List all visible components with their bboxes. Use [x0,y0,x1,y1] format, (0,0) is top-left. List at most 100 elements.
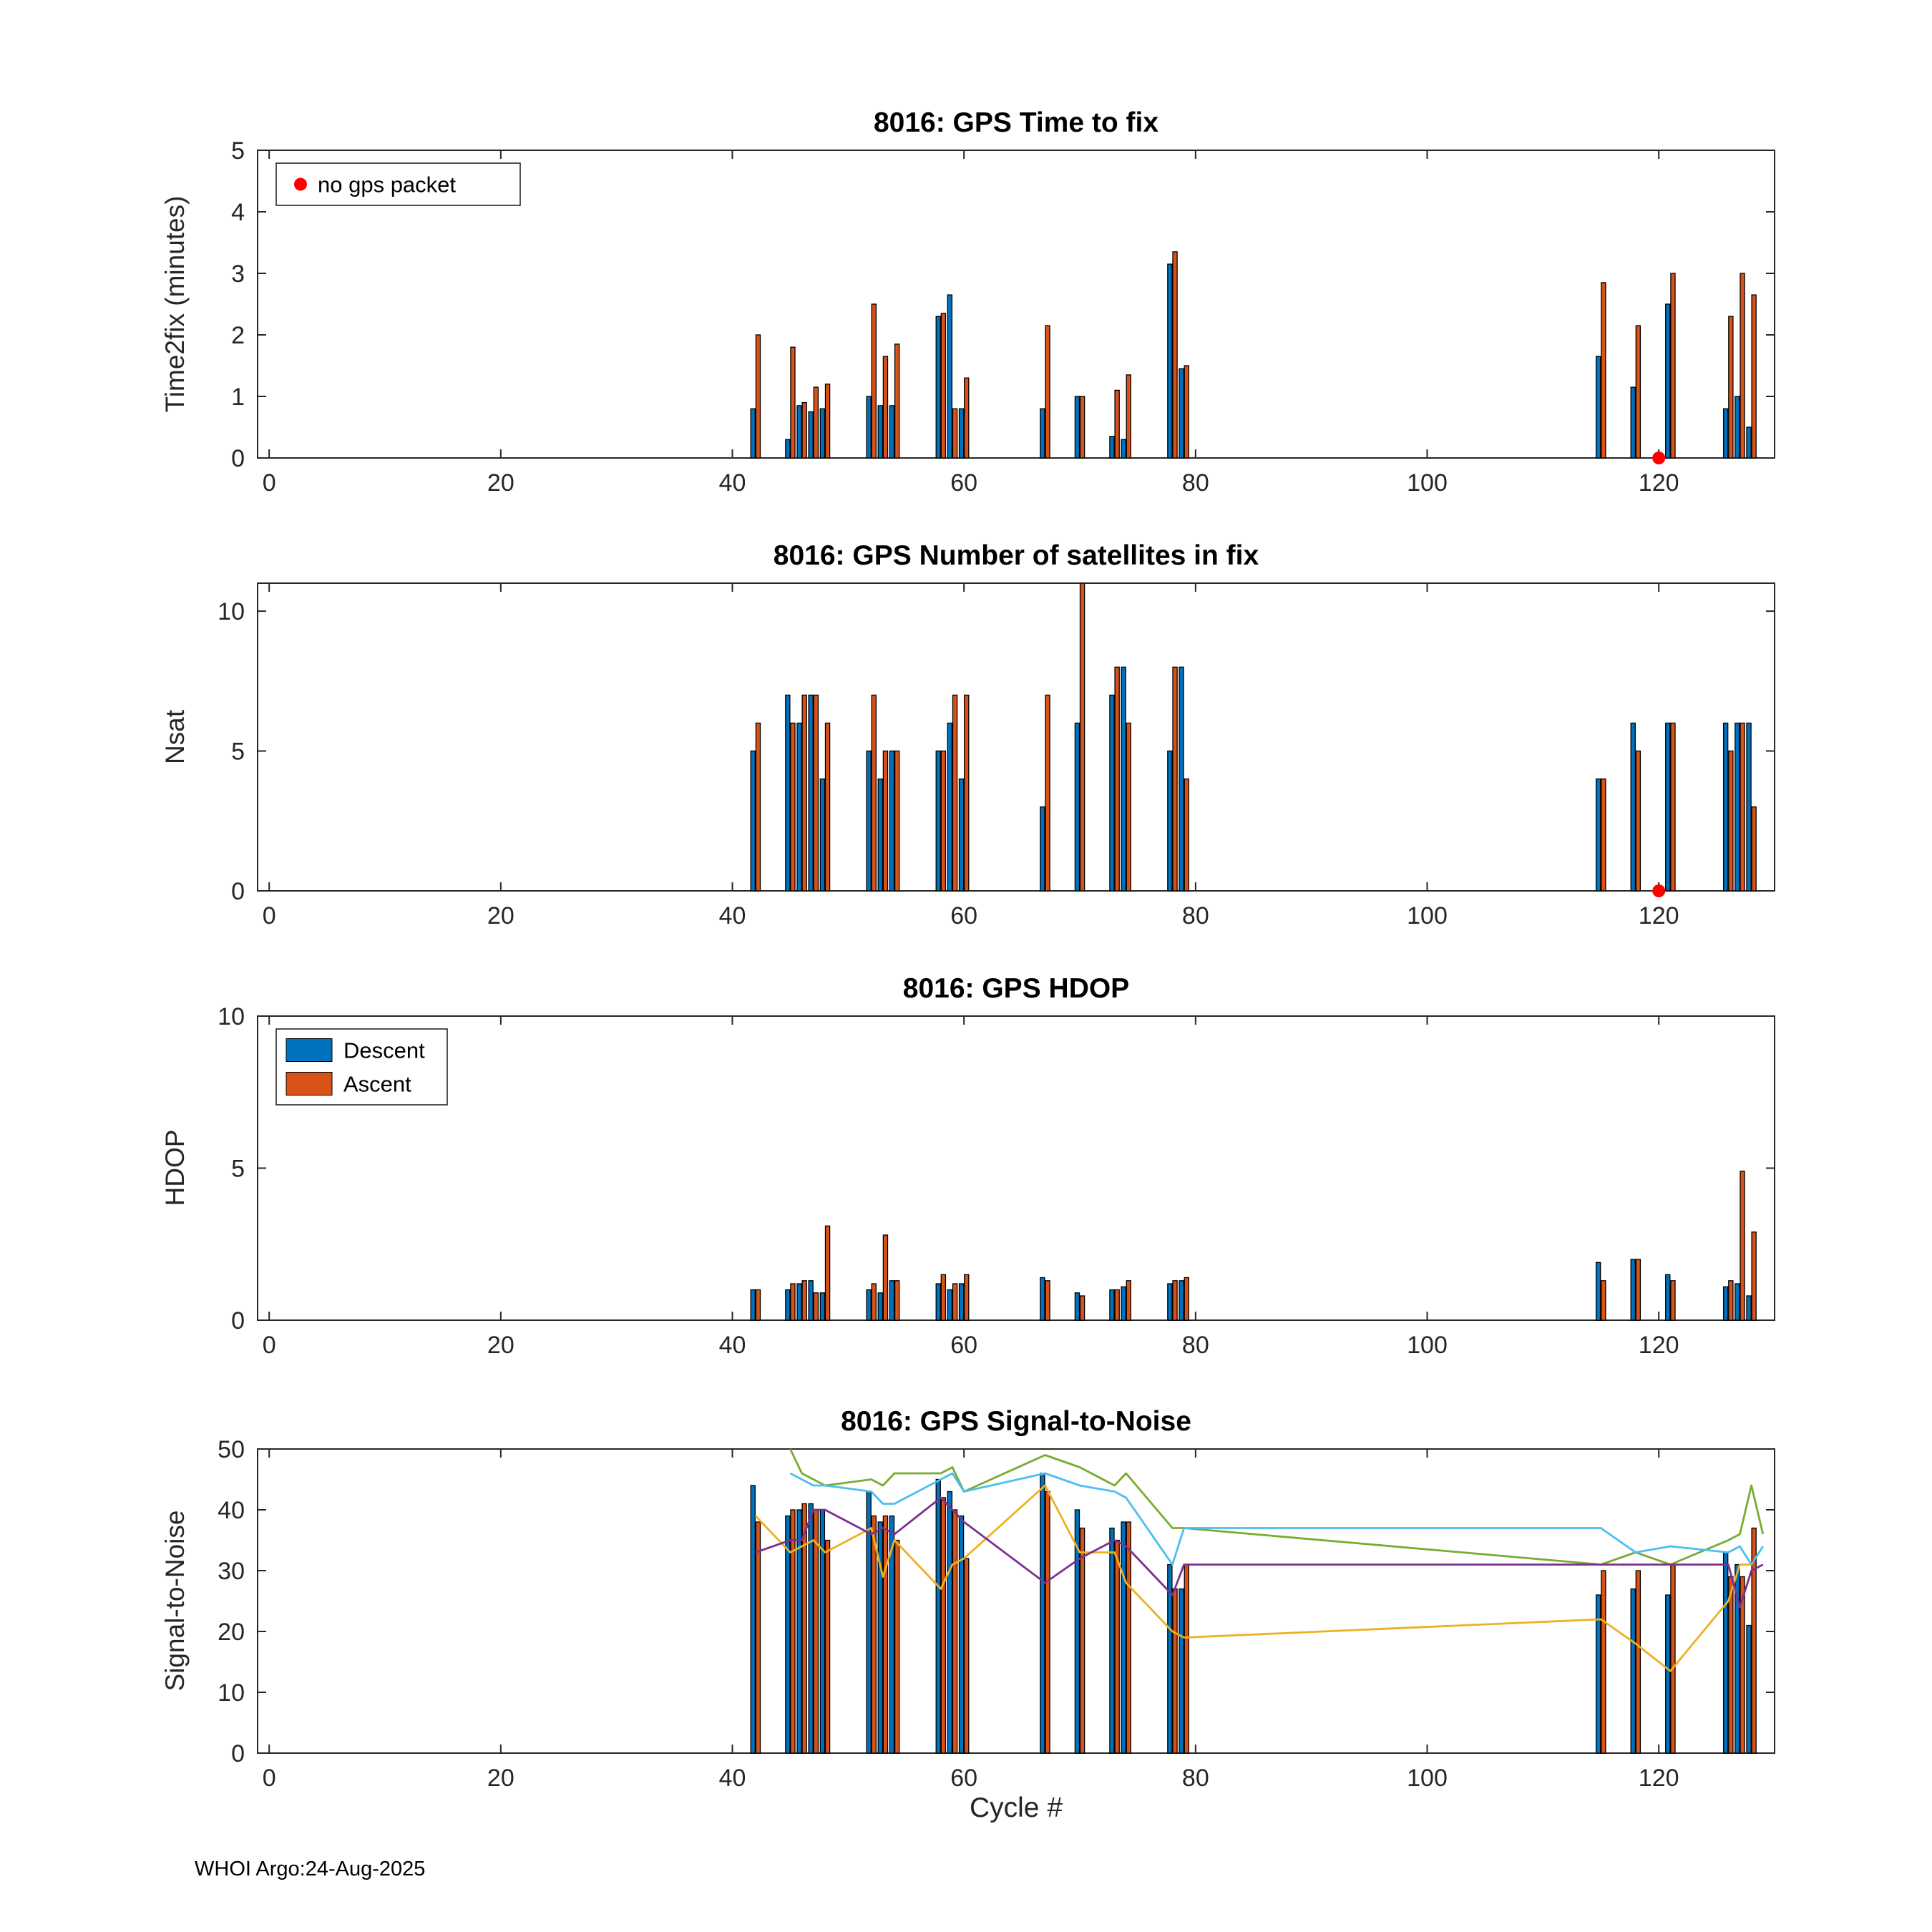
ascent-bar [882,356,889,459]
descent-bar [1040,408,1045,459]
descent-bar [1109,1289,1115,1321]
x-tick-label: 40 [719,902,746,930]
ascent-bar [940,1274,947,1321]
descent-bar [1109,436,1115,459]
descent-bar [785,1515,791,1754]
descent-bar [796,722,802,892]
descent-bar [1735,722,1740,892]
descent-bar [877,405,883,459]
descent-bar [785,1289,791,1321]
ascent-bar [1126,1521,1131,1754]
x-tick-label: 80 [1182,469,1209,497]
legend-box [275,162,521,206]
ascent-bar [1045,325,1050,459]
ascent-bar [964,1274,970,1321]
legend-patch-icon [286,1072,333,1096]
ascent-bar [1172,666,1178,892]
descent-bar [1040,1473,1045,1754]
plot2-title: 8016: GPS Number of satellites in fix [773,540,1259,571]
descent-bar [947,294,953,459]
x-tick-label: 100 [1407,1332,1448,1359]
axes-box [257,1015,1775,1321]
ascent-bar [1635,1570,1641,1754]
descent-bar [1595,778,1601,892]
ascent-bar [1601,1280,1606,1321]
ascent-bar [964,1558,970,1754]
x-tick-label: 60 [950,902,977,930]
descent-bar [1735,396,1740,459]
ascent-bar [940,313,947,459]
descent-bar [1595,1594,1601,1754]
ascent-bar [1079,582,1085,892]
y-tick-label: 5 [231,1156,245,1183]
ascent-bar [1601,778,1606,892]
descent-bar [866,750,872,892]
descent-bar [1179,1588,1184,1754]
ascent-bar [1184,1563,1189,1754]
ascent-bars [755,1171,1757,1321]
y-tick-label: 4 [231,199,245,226]
ascent-bar [801,1280,807,1321]
descent-bar [1746,426,1752,459]
ascent-bar [813,694,819,892]
x-tick-label: 100 [1407,469,1448,497]
ascent-bar [755,1521,761,1754]
descent-bar [1121,439,1126,459]
descent-bar [877,1292,883,1321]
descent-bar [1074,1292,1080,1321]
ascent-bar [894,750,900,892]
legend-label: Ascent [343,1072,411,1097]
ascent-bar [1126,1280,1131,1321]
descent-bar [1595,1262,1601,1321]
ascent-bar [1728,1280,1734,1321]
descent-bar [1074,722,1080,892]
x-tick-label: 80 [1182,902,1209,930]
x-tick-label: 120 [1639,469,1679,497]
x-tick-label: 0 [263,902,276,930]
plot1-title: 8016: GPS Time to fix [873,107,1159,138]
y-tick-label: 2 [231,322,245,349]
descent-bar [877,778,883,892]
no-gps-marker-icon [1652,452,1666,464]
legend: no gps packet [275,162,521,206]
axes-box [257,582,1775,892]
descent-bar [1630,386,1636,459]
descent-bar [796,405,802,459]
ascent-bar [813,1292,819,1321]
plot3-ylabel: HDOP [160,1129,190,1206]
descent-bar [1179,368,1184,459]
x-tick-label: 100 [1407,1765,1448,1792]
descent-bar [1074,1509,1080,1754]
descent-bars [750,1259,1752,1321]
descent-bar [1121,1521,1126,1754]
ascent-bar [871,1283,877,1321]
ascent-bar [1114,666,1120,892]
descent-bar [1167,1563,1173,1754]
ascent-bar [1670,1563,1676,1754]
ascent-bar [1751,294,1757,459]
ascent-bar [1670,273,1676,459]
line-green [789,1448,1765,1566]
x-tick-label: 0 [263,469,276,497]
descent-bar [819,1509,826,1754]
x-tick-label: 20 [487,469,514,497]
descent-bar [808,694,814,892]
subplot-4: 0 20 40 60 80 100 120 0 10 20 30 40 50 [218,1436,1775,1792]
ascent-bar [1751,806,1757,892]
x-tick-label: 20 [487,1765,514,1792]
descent-bar [1630,722,1636,892]
ascent-bar [1728,750,1734,892]
ascent-bar [1079,1295,1085,1321]
descent-bars [750,1473,1752,1754]
y-tick-label: 5 [231,137,245,165]
x-tick-label: 120 [1639,1765,1679,1792]
ascent-bar [952,1509,958,1754]
ascent-bar [1751,1231,1757,1321]
ascent-bar [952,694,958,892]
descent-bar [935,750,941,892]
descent-bar [1722,1286,1729,1321]
subplot-1: 0 20 40 60 80 100 120 0 1 2 3 4 5 no gps packet [231,137,1775,497]
ascent-bar [894,343,900,459]
descent-bar [1665,1274,1671,1321]
